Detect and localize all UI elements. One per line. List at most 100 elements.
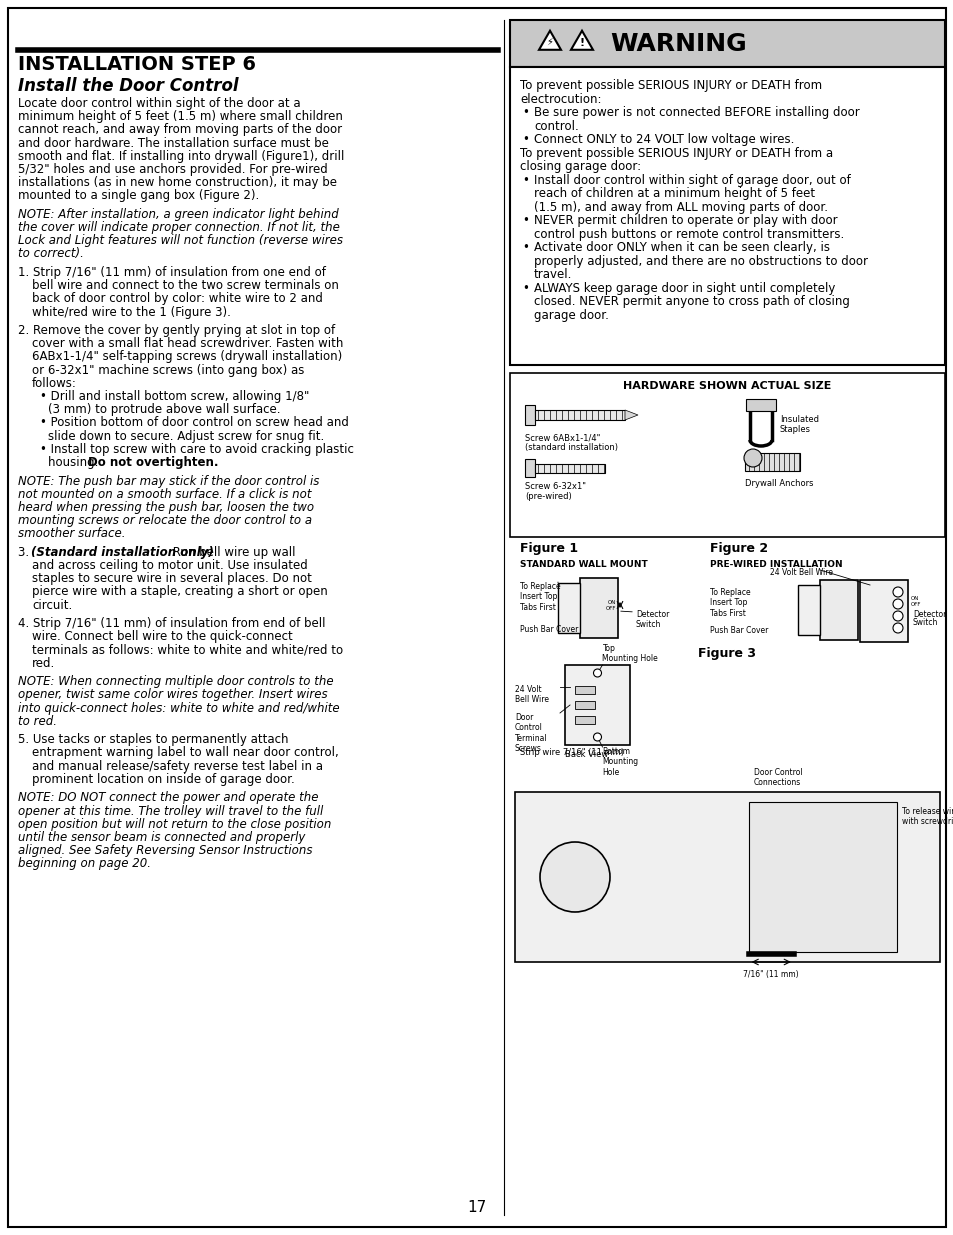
Text: wire. Connect bell wire to the quick-connect: wire. Connect bell wire to the quick-con… — [32, 630, 293, 643]
Text: Insulated: Insulated — [780, 415, 818, 424]
Polygon shape — [624, 410, 638, 420]
Text: 6ABx1-1/4" self-tapping screws (drywall installation): 6ABx1-1/4" self-tapping screws (drywall … — [32, 351, 342, 363]
Text: INSTALLATION STEP 6: INSTALLATION STEP 6 — [18, 56, 255, 74]
Text: 3.: 3. — [18, 546, 32, 558]
Text: mounted to a single gang box (Figure 2).: mounted to a single gang box (Figure 2). — [18, 189, 259, 203]
Text: mounting screws or relocate the door control to a: mounting screws or relocate the door con… — [18, 514, 312, 527]
Text: Bottom
Mounting
Hole: Bottom Mounting Hole — [602, 747, 638, 777]
Text: Locate door control within sight of the door at a: Locate door control within sight of the … — [18, 98, 300, 110]
Text: Door Control
Connections: Door Control Connections — [753, 768, 801, 787]
Text: Push Bar Cover: Push Bar Cover — [709, 626, 767, 635]
Bar — [510, 20, 944, 67]
Text: cover with a small flat head screwdriver. Fasten with: cover with a small flat head screwdriver… — [32, 337, 343, 351]
Text: aligned. See Safety Reversing Sensor Instructions: aligned. See Safety Reversing Sensor Ins… — [18, 844, 313, 857]
Text: (1.5 m), and away from ALL moving parts of door.: (1.5 m), and away from ALL moving parts … — [534, 200, 827, 214]
Text: and across ceiling to motor unit. Use insulated: and across ceiling to motor unit. Use in… — [32, 559, 308, 572]
Text: control.: control. — [534, 120, 578, 132]
Text: (Standard installation only): (Standard installation only) — [31, 546, 214, 558]
Text: opener at this time. The trolley will travel to the full: opener at this time. The trolley will tr… — [18, 804, 323, 818]
Text: •: • — [521, 214, 528, 227]
Text: red.: red. — [32, 657, 55, 669]
Text: pierce wire with a staple, creating a short or open: pierce wire with a staple, creating a sh… — [32, 585, 328, 599]
Bar — [575, 716, 595, 724]
Text: cannot reach, and away from moving parts of the door: cannot reach, and away from moving parts… — [18, 124, 342, 136]
Text: NOTE: DO NOT connect the power and operate the: NOTE: DO NOT connect the power and opera… — [18, 792, 318, 804]
Bar — [510, 373, 944, 537]
Bar — [575, 701, 595, 709]
Text: •: • — [521, 173, 528, 186]
Text: Lock and Light features will not function (reverse wires: Lock and Light features will not functio… — [18, 235, 343, 247]
Circle shape — [593, 734, 601, 741]
Text: Activate door ONLY when it can be seen clearly, is: Activate door ONLY when it can be seen c… — [534, 241, 829, 254]
Text: and door hardware. The installation surface must be: and door hardware. The installation surf… — [18, 137, 329, 149]
Text: or 6-32x1" machine screws (into gang box) as: or 6-32x1" machine screws (into gang box… — [32, 363, 304, 377]
Text: 24 Volt Bell Wire: 24 Volt Bell Wire — [769, 568, 832, 577]
Text: 4. Strip 7/16" (11 mm) of insulation from end of bell: 4. Strip 7/16" (11 mm) of insulation fro… — [18, 618, 325, 630]
Text: To release wire, push
with screwdriver tip: To release wire, push with screwdriver t… — [902, 806, 953, 826]
Text: 24 Volt
Bell Wire: 24 Volt Bell Wire — [515, 685, 548, 704]
Text: installations (as in new home construction), it may be: installations (as in new home constructi… — [18, 177, 336, 189]
Text: Connect ONLY to 24 VOLT low voltage wires.: Connect ONLY to 24 VOLT low voltage wire… — [534, 133, 794, 146]
Text: reach of children at a minimum height of 5 feet: reach of children at a minimum height of… — [534, 186, 814, 200]
Text: (standard installation): (standard installation) — [524, 443, 618, 452]
Text: electrocution:: electrocution: — [519, 93, 601, 105]
Polygon shape — [538, 31, 560, 49]
Text: Install the Door Control: Install the Door Control — [18, 77, 238, 95]
Text: HARDWARE SHOWN ACTUAL SIZE: HARDWARE SHOWN ACTUAL SIZE — [622, 382, 831, 391]
Text: 7/16" (11 mm): 7/16" (11 mm) — [742, 969, 799, 979]
Circle shape — [892, 622, 902, 634]
Text: •: • — [521, 282, 528, 294]
Bar — [748, 802, 897, 952]
Circle shape — [593, 669, 601, 677]
Text: To Replace
Insert Top
Tabs First: To Replace Insert Top Tabs First — [709, 588, 750, 618]
Text: Door
Control
Terminal
Screws: Door Control Terminal Screws — [515, 713, 547, 753]
Text: Switch: Switch — [912, 618, 938, 627]
Text: heard when pressing the push bar, loosen the two: heard when pressing the push bar, loosen… — [18, 501, 314, 514]
Text: Be sure power is not connected BEFORE installing door: Be sure power is not connected BEFORE in… — [534, 106, 859, 119]
Text: •: • — [521, 133, 528, 146]
Text: Figure 3: Figure 3 — [698, 647, 756, 659]
Bar — [797, 585, 820, 635]
Text: smoother surface.: smoother surface. — [18, 527, 126, 541]
Circle shape — [743, 450, 761, 467]
Text: To prevent possible SERIOUS INJURY or DEATH from: To prevent possible SERIOUS INJURY or DE… — [519, 79, 821, 91]
Text: entrapment warning label to wall near door control,: entrapment warning label to wall near do… — [32, 746, 338, 760]
Text: white/red wire to the 1 (Figure 3).: white/red wire to the 1 (Figure 3). — [32, 305, 231, 319]
Bar — [558, 583, 579, 634]
Text: to correct).: to correct). — [18, 247, 84, 261]
Text: housing.: housing. — [48, 456, 102, 469]
Text: ⚡: ⚡ — [546, 37, 553, 47]
Circle shape — [892, 611, 902, 621]
Text: WARNING: WARNING — [609, 32, 746, 56]
Text: Install door control within sight of garage door, out of: Install door control within sight of gar… — [534, 173, 850, 186]
Circle shape — [539, 842, 609, 911]
Text: slide down to secure. Adjust screw for snug fit.: slide down to secure. Adjust screw for s… — [48, 430, 324, 442]
Text: smooth and flat. If installing into drywall (Figure1), drill: smooth and flat. If installing into dryw… — [18, 149, 344, 163]
Bar — [535, 463, 604, 473]
Text: minimum height of 5 feet (1.5 m) where small children: minimum height of 5 feet (1.5 m) where s… — [18, 110, 342, 124]
Bar — [820, 580, 857, 640]
Text: prominent location on inside of garage door.: prominent location on inside of garage d… — [32, 773, 294, 785]
Text: beginning on page 20.: beginning on page 20. — [18, 857, 151, 871]
Text: ON: ON — [910, 597, 919, 601]
Text: OFF: OFF — [910, 601, 921, 606]
Text: • Install top screw with care to avoid cracking plastic: • Install top screw with care to avoid c… — [40, 443, 354, 456]
Text: control push buttons or remote control transmitters.: control push buttons or remote control t… — [534, 227, 843, 241]
Text: NOTE: The push bar may stick if the door control is: NOTE: The push bar may stick if the door… — [18, 474, 319, 488]
Text: •: • — [521, 106, 528, 119]
Text: (pre-wired): (pre-wired) — [524, 492, 571, 501]
Text: OFF: OFF — [605, 605, 616, 610]
Text: open position but will not return to the close position: open position but will not return to the… — [18, 818, 331, 831]
Text: opener, twist same color wires together. Insert wires: opener, twist same color wires together.… — [18, 688, 327, 701]
Circle shape — [892, 587, 902, 597]
Text: ON: ON — [607, 599, 616, 604]
Text: Figure 1: Figure 1 — [519, 542, 578, 555]
Text: the cover will indicate proper connection. If not lit, the: the cover will indicate proper connectio… — [18, 221, 339, 235]
Bar — [859, 580, 907, 642]
Text: NOTE: When connecting multiple door controls to the: NOTE: When connecting multiple door cont… — [18, 676, 334, 688]
Text: • Drill and install bottom screw, allowing 1/8": • Drill and install bottom screw, allowi… — [40, 390, 309, 403]
Text: bell wire and connect to the two screw terminals on: bell wire and connect to the two screw t… — [32, 279, 338, 293]
Text: To Replace
Insert Top
Tabs First: To Replace Insert Top Tabs First — [519, 582, 560, 611]
Text: 5. Use tacks or staples to permanently attach: 5. Use tacks or staples to permanently a… — [18, 734, 288, 746]
Text: properly adjusted, and there are no obstructions to door: properly adjusted, and there are no obst… — [534, 254, 867, 268]
